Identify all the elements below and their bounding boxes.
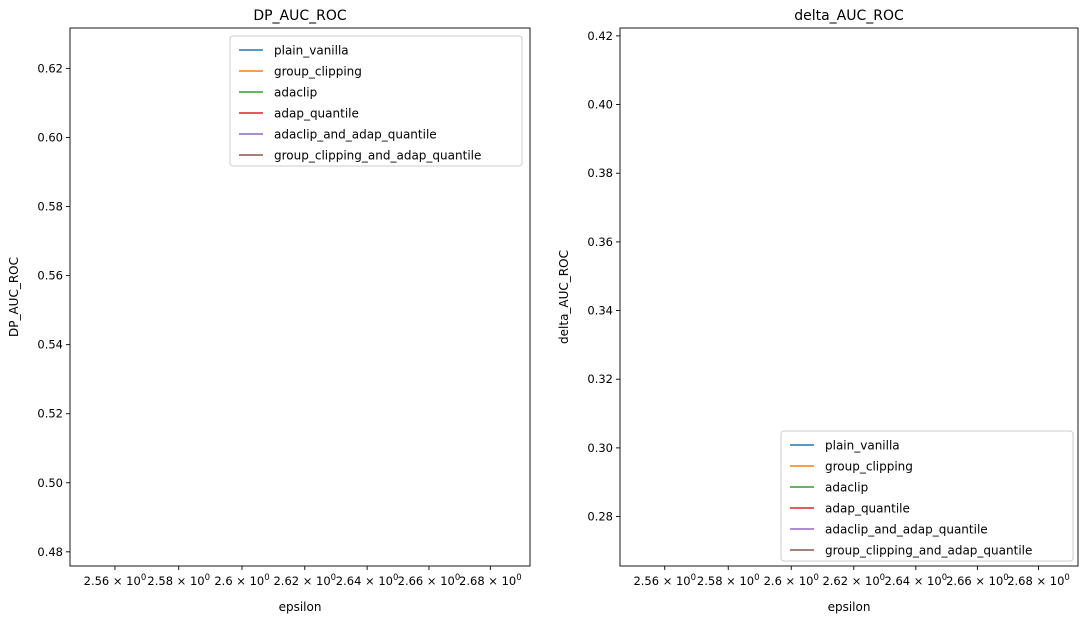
legend-entry: adaclip_and_adap_quantile <box>825 523 988 537</box>
y-tick-label: 0.40 <box>587 98 613 112</box>
y-tick-label: 0.36 <box>587 235 613 249</box>
legend-entry: adap_quantile <box>274 107 359 121</box>
x-tick-mantissa: 2.58 × 10 <box>697 574 754 588</box>
x-tick-mantissa: 2.56 × 10 <box>84 574 141 588</box>
legend-entry: group_clipping <box>274 65 362 79</box>
y-tick-label: 0.52 <box>37 407 63 421</box>
y-axis-label: DP_AUC_ROC <box>7 257 21 337</box>
x-tick-exponent: 0 <box>516 573 521 583</box>
legend-entry: group_clipping <box>825 460 913 474</box>
y-tick-label: 0.54 <box>37 338 63 352</box>
x-tick-mantissa: 2.64 × 10 <box>336 574 393 588</box>
y-axis-label: delta_AUC_ROC <box>557 250 571 344</box>
x-tick-mantissa: 2.56 × 10 <box>633 574 690 588</box>
x-tick-label: 2.64 × 100 <box>885 573 948 588</box>
x-tick-label: 2.58 × 100 <box>147 573 210 588</box>
legend-entry: adaclip <box>825 481 868 495</box>
y-tick-label: 0.60 <box>37 130 63 144</box>
x-tick-mantissa: 2.6 × 10 <box>214 574 264 588</box>
x-tick-exponent: 0 <box>691 573 696 583</box>
plot-frame <box>69 27 531 567</box>
y-tick-label: 0.32 <box>587 372 613 386</box>
x-tick-label: 2.6 × 100 <box>764 573 819 588</box>
x-tick-mantissa: 2.6 × 10 <box>764 574 814 588</box>
x-tick-mantissa: 2.62 × 10 <box>822 574 879 588</box>
x-tick-mantissa: 2.62 × 10 <box>273 574 330 588</box>
x-tick-label: 2.56 × 100 <box>633 573 696 588</box>
y-tick-label: 0.34 <box>587 304 613 318</box>
x-tick-mantissa: 2.66 × 10 <box>946 574 1003 588</box>
legend-entry: group_clipping_and_adap_quantile <box>274 149 481 163</box>
legend-entry: group_clipping_and_adap_quantile <box>825 544 1032 558</box>
legend-entry: adaclip <box>274 86 317 100</box>
x-tick-label: 2.58 × 100 <box>697 573 760 588</box>
chart-title: DP_AUC_ROC <box>253 8 347 24</box>
x-tick-label: 2.6 × 100 <box>214 573 269 588</box>
x-tick-label: 2.62 × 100 <box>822 573 885 588</box>
y-tick-label: 0.28 <box>587 510 613 524</box>
legend-entry: plain_vanilla <box>825 439 900 453</box>
y-tick-label: 0.48 <box>37 545 63 559</box>
y-tick-label: 0.30 <box>587 441 613 455</box>
x-tick-mantissa: 2.58 × 10 <box>147 574 204 588</box>
x-tick-exponent: 0 <box>1003 573 1008 583</box>
x-tick-label: 2.64 × 100 <box>336 573 399 588</box>
chart-panel-2: delta_AUC_ROC 0.28 0.30 0.32 0.34 0.36 0.38 0.4… <box>557 8 1079 614</box>
x-tick-exponent: 0 <box>1064 573 1069 583</box>
plot-frame <box>619 27 1079 567</box>
x-tick-label: 2.68 × 100 <box>459 573 522 588</box>
x-tick-exponent: 0 <box>205 573 210 583</box>
x-tick-mantissa: 2.64 × 10 <box>885 574 942 588</box>
y-tick-label: 0.38 <box>587 166 613 180</box>
x-tick-exponent: 0 <box>942 573 947 583</box>
legend-box <box>780 430 1074 562</box>
x-tick-label: 2.62 × 100 <box>273 573 336 588</box>
legend-box <box>229 35 523 167</box>
x-axis-label: epsilon <box>279 600 322 614</box>
x-tick-label: 2.66 × 100 <box>398 573 461 588</box>
x-tick-exponent: 0 <box>393 573 398 583</box>
x-tick-mantissa: 2.66 × 10 <box>398 574 455 588</box>
x-tick-exponent: 0 <box>880 573 885 583</box>
x-tick-exponent: 0 <box>264 573 269 583</box>
x-tick-exponent: 0 <box>455 573 460 583</box>
y-tick-label: 0.56 <box>37 269 63 283</box>
x-tick-mantissa: 2.68 × 10 <box>459 574 516 588</box>
legend-entry: plain_vanilla <box>274 44 349 58</box>
y-tick-label: 0.50 <box>37 476 63 490</box>
x-tick-exponent: 0 <box>754 573 759 583</box>
x-tick-label: 2.56 × 100 <box>84 573 147 588</box>
y-tick-label: 0.42 <box>587 29 613 43</box>
legend-entry: adaclip_and_adap_quantile <box>274 128 437 142</box>
x-tick-label: 2.68 × 100 <box>1007 573 1070 588</box>
x-tick-exponent: 0 <box>141 573 146 583</box>
x-tick-exponent: 0 <box>331 573 336 583</box>
x-tick-exponent: 0 <box>813 573 818 583</box>
x-tick-mantissa: 2.68 × 10 <box>1007 574 1064 588</box>
chart-title: delta_AUC_ROC <box>794 8 904 24</box>
chart-panel-1: DP_AUC_ROC 0.48 0.50 0.52 0.54 0.56 0.58 0.60 0.… <box>7 8 531 614</box>
x-axis-label: epsilon <box>828 600 871 614</box>
y-tick-label: 0.62 <box>37 61 63 75</box>
x-tick-label: 2.66 × 100 <box>946 573 1009 588</box>
y-tick-label: 0.58 <box>37 200 63 214</box>
legend-entry: adap_quantile <box>825 502 910 516</box>
